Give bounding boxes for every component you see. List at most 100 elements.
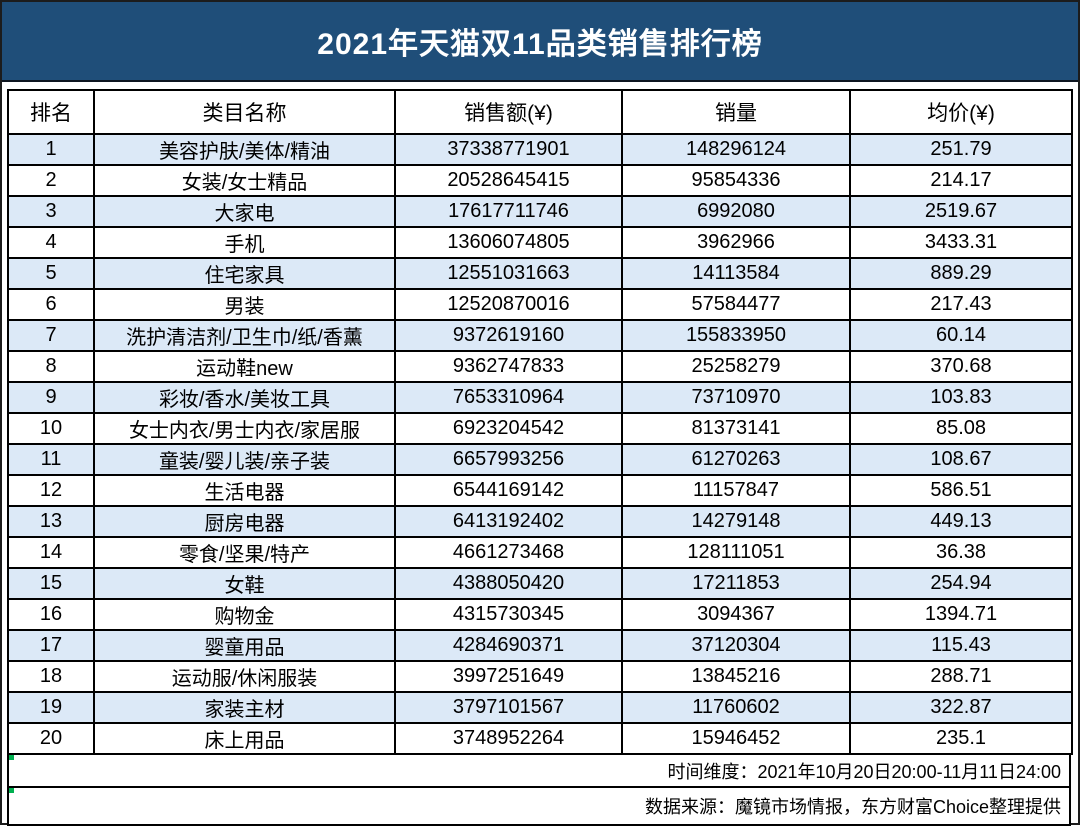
sales-cell: 6657993256 [394, 443, 623, 476]
rank-cell: 16 [7, 598, 95, 631]
rank-cell: 14 [7, 536, 95, 569]
footer-time-row: 时间维度：2021年10月20日20:00-11月11日24:00 [7, 753, 1071, 788]
rank-cell: 19 [7, 691, 95, 724]
table-row: 4 手机 13606074805 3962966 3433.31 [7, 226, 1073, 259]
rank-cell: 9 [7, 381, 95, 414]
table-body: 1 美容护肤/美体/精油 37338771901 148296124 251.79 2 女装… [7, 133, 1073, 755]
price-cell: 370.68 [849, 350, 1073, 383]
table-row: 10 女士内衣/男士内衣/家居服 6923204542 81373141 85.08 [7, 412, 1073, 445]
table-row: 3 大家电 17617711746 6992080 2519.67 [7, 195, 1073, 228]
table-row: 15 女鞋 4388050420 17211853 254.94 [7, 567, 1073, 600]
volume-cell: 3094367 [621, 598, 851, 631]
table-row: 19 家装主材 3797101567 11760602 322.87 [7, 691, 1073, 724]
column-header-1: 类目名称 [93, 89, 396, 135]
category-cell: 住宅家具 [93, 257, 396, 290]
price-cell: 36.38 [849, 536, 1073, 569]
price-cell: 115.43 [849, 629, 1073, 662]
sales-cell: 13606074805 [394, 226, 623, 259]
rank-cell: 12 [7, 474, 95, 507]
data-source-label: 数据来源：魔镜市场情报，东方财富Choice整理提供 [644, 797, 1061, 817]
category-cell: 女士内衣/男士内衣/家居服 [93, 412, 396, 445]
volume-cell: 73710970 [621, 381, 851, 414]
sales-cell: 20528645415 [394, 164, 623, 197]
category-cell: 生活电器 [93, 474, 396, 507]
sales-cell: 37338771901 [394, 133, 623, 166]
cell-flag-icon [9, 755, 14, 760]
sales-cell: 6923204542 [394, 412, 623, 445]
rank-cell: 20 [7, 722, 95, 755]
footer-source-row: 数据来源：魔镜市场情报，东方财富Choice整理提供 [7, 786, 1071, 826]
volume-cell: 6992080 [621, 195, 851, 228]
table-row: 17 婴童用品 4284690371 37120304 115.43 [7, 629, 1073, 662]
table-row: 7 洗护清洁剂/卫生巾/纸/香薰 9372619160 155833950 60.14 [7, 319, 1073, 352]
table-row: 8 运动鞋new 9362747833 25258279 370.68 [7, 350, 1073, 383]
table-row: 1 美容护肤/美体/精油 37338771901 148296124 251.79 [7, 133, 1073, 166]
volume-cell: 57584477 [621, 288, 851, 321]
sales-cell: 3997251649 [394, 660, 623, 693]
volume-cell: 155833950 [621, 319, 851, 352]
sales-cell: 9372619160 [394, 319, 623, 352]
rank-cell: 17 [7, 629, 95, 662]
price-cell: 108.67 [849, 443, 1073, 476]
table-header: 排名 类目名称 销售额(¥) 销量 均价(¥) [7, 89, 1073, 135]
rank-cell: 4 [7, 226, 95, 259]
category-cell: 女装/女士精品 [93, 164, 396, 197]
sales-cell: 7653310964 [394, 381, 623, 414]
sales-cell: 4284690371 [394, 629, 623, 662]
category-cell: 床上用品 [93, 722, 396, 755]
rank-cell: 8 [7, 350, 95, 383]
table-row: 20 床上用品 3748952264 15946452 235.1 [7, 722, 1073, 755]
price-cell: 217.43 [849, 288, 1073, 321]
category-cell: 运动鞋new [93, 350, 396, 383]
rank-cell: 13 [7, 505, 95, 538]
price-cell: 3433.31 [849, 226, 1073, 259]
category-cell: 童装/婴儿装/亲子装 [93, 443, 396, 476]
price-cell: 288.71 [849, 660, 1073, 693]
category-cell: 购物金 [93, 598, 396, 631]
column-header-0: 排名 [7, 89, 95, 135]
price-cell: 60.14 [849, 319, 1073, 352]
price-cell: 85.08 [849, 412, 1073, 445]
category-cell: 厨房电器 [93, 505, 396, 538]
rank-cell: 18 [7, 660, 95, 693]
rank-cell: 2 [7, 164, 95, 197]
category-cell: 彩妆/香水/美妆工具 [93, 381, 396, 414]
table-row: 12 生活电器 6544169142 11157847 586.51 [7, 474, 1073, 507]
price-cell: 254.94 [849, 567, 1073, 600]
table-row: 18 运动服/休闲服装 3997251649 13845216 288.71 [7, 660, 1073, 693]
rank-cell: 5 [7, 257, 95, 290]
volume-cell: 17211853 [621, 567, 851, 600]
table-row: 16 购物金 4315730345 3094367 1394.71 [7, 598, 1073, 631]
table-row: 13 厨房电器 6413192402 14279148 449.13 [7, 505, 1073, 538]
price-cell: 449.13 [849, 505, 1073, 538]
category-cell: 零食/坚果/特产 [93, 536, 396, 569]
table-row: 6 男装 12520870016 57584477 217.43 [7, 288, 1073, 321]
column-header-3: 销量 [621, 89, 851, 135]
column-header-4: 均价(¥) [849, 89, 1073, 135]
category-cell: 大家电 [93, 195, 396, 228]
price-cell: 2519.67 [849, 195, 1073, 228]
price-cell: 889.29 [849, 257, 1073, 290]
volume-cell: 14113584 [621, 257, 851, 290]
volume-cell: 11760602 [621, 691, 851, 724]
sales-cell: 4315730345 [394, 598, 623, 631]
sales-cell: 6413192402 [394, 505, 623, 538]
rank-cell: 10 [7, 412, 95, 445]
sales-cell: 12551031663 [394, 257, 623, 290]
volume-cell: 128111051 [621, 536, 851, 569]
volume-cell: 25258279 [621, 350, 851, 383]
category-cell: 婴童用品 [93, 629, 396, 662]
volume-cell: 81373141 [621, 412, 851, 445]
sales-cell: 12520870016 [394, 288, 623, 321]
volume-cell: 3962966 [621, 226, 851, 259]
table-row: 2 女装/女士精品 20528645415 95854336 214.17 [7, 164, 1073, 197]
cell-flag-icon [9, 788, 14, 793]
header-row: 排名 类目名称 销售额(¥) 销量 均价(¥) [7, 89, 1073, 135]
sales-cell: 17617711746 [394, 195, 623, 228]
category-cell: 男装 [93, 288, 396, 321]
ranking-table: 排名 类目名称 销售额(¥) 销量 均价(¥) 1 美容护肤/美体/精油 373387719… [7, 89, 1073, 755]
price-cell: 251.79 [849, 133, 1073, 166]
price-cell: 103.83 [849, 381, 1073, 414]
price-cell: 235.1 [849, 722, 1073, 755]
